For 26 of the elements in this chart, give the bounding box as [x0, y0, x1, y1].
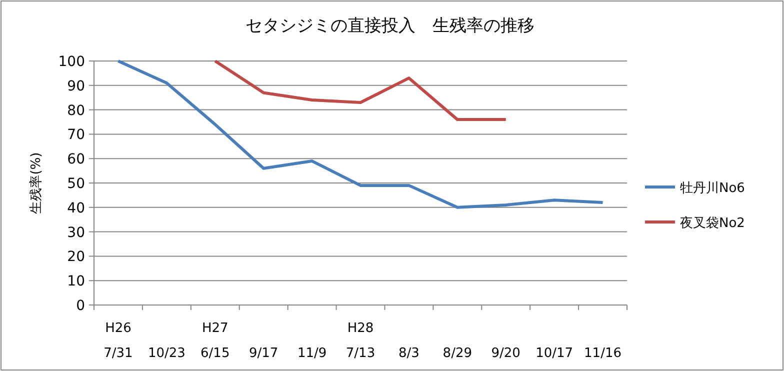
- x-tick-label: 10/17: [536, 346, 574, 361]
- x-tick-label: 8/29: [442, 346, 472, 361]
- y-tick-label: 40: [67, 200, 85, 216]
- x-tick-label: 10/23: [148, 346, 186, 361]
- y-axis-title: 生残率(%): [28, 152, 44, 214]
- y-tick-label: 20: [67, 249, 85, 266]
- legend-label: 牡丹川No6: [680, 181, 745, 196]
- x-tick-label: 8/3: [398, 346, 420, 361]
- chart-title: セタシジミの直接投入 生残率の推移: [246, 16, 534, 36]
- y-tick-label: 90: [67, 78, 85, 94]
- y-tick-label: 50: [67, 176, 85, 192]
- x-tick-label: H27 6/15: [200, 321, 230, 361]
- y-tick-label: 100: [58, 54, 85, 70]
- y-tick-label: 80: [67, 102, 85, 119]
- x-tick-label: 9/17: [248, 346, 278, 361]
- y-tick-label: 60: [67, 152, 85, 168]
- x-tick-label: H28 7/13: [346, 321, 376, 361]
- x-tick-label: 11/9: [297, 346, 327, 361]
- legend-label: 夜叉袋No2: [680, 215, 745, 231]
- y-tick-label: 30: [67, 224, 85, 241]
- x-tick-label: H26 7/31: [104, 321, 133, 361]
- y-tick-label: 0: [76, 298, 85, 314]
- y-tick-label: 70: [67, 127, 85, 144]
- y-tick-label: 10: [67, 274, 85, 290]
- x-tick-label: 9/20: [491, 346, 520, 361]
- x-tick-label: 11/16: [584, 346, 622, 361]
